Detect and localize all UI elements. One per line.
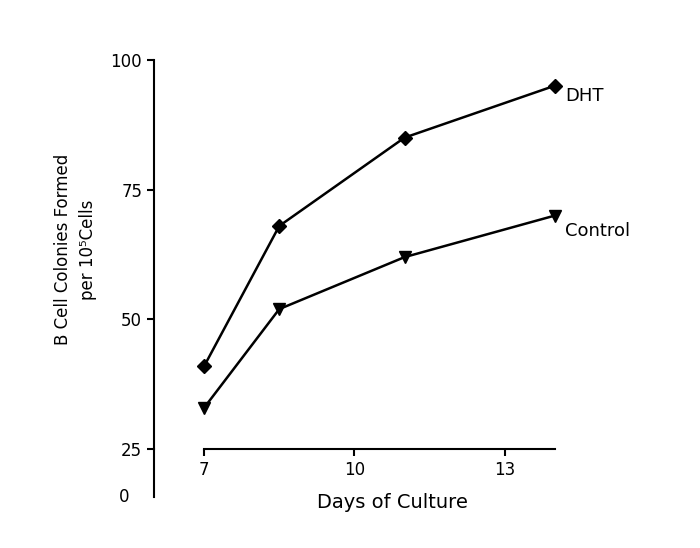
X-axis label: Days of Culture: Days of Culture [316, 493, 468, 512]
Text: DHT: DHT [565, 87, 603, 105]
Text: Control: Control [565, 222, 630, 240]
Text: 0: 0 [118, 488, 129, 506]
Y-axis label: B Cell Colonies Formed
per 10⁵Cells: B Cell Colonies Formed per 10⁵Cells [54, 154, 97, 345]
